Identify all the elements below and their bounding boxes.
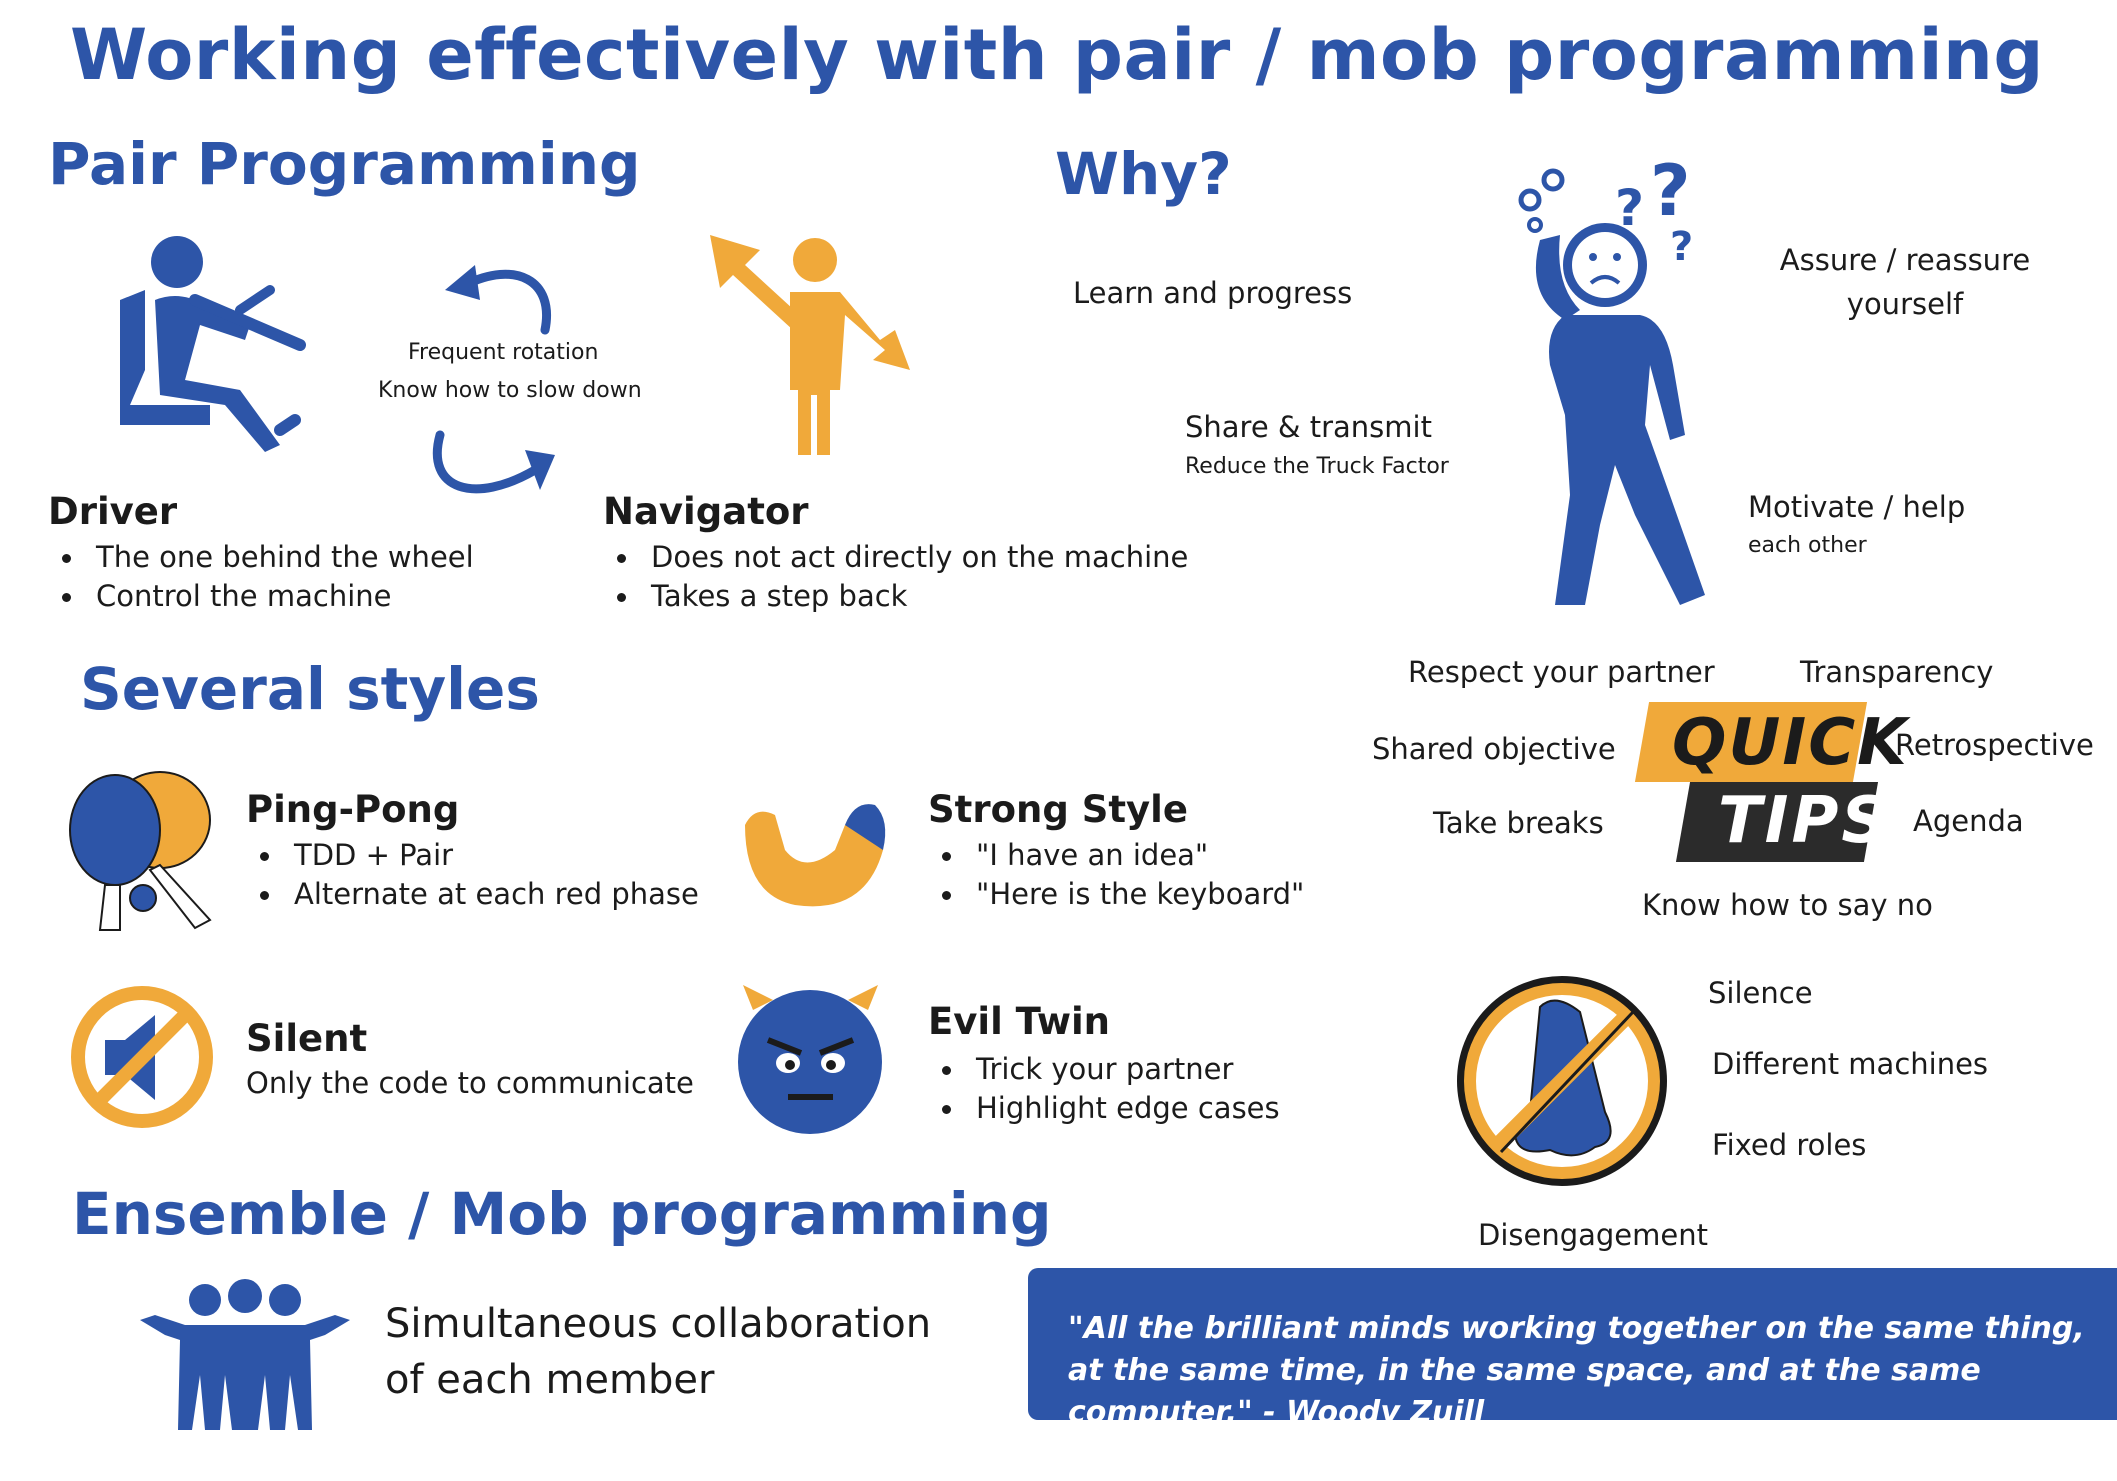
flexed-arm-icon <box>735 795 885 915</box>
tips-badge-text: TIPS <box>1718 784 1890 858</box>
mob-heading: Ensemble / Mob programming <box>72 1180 1052 1248</box>
list-item: "Here is the keyboard" <box>928 875 1304 914</box>
strong-title: Strong Style <box>928 788 1188 831</box>
quote-text: "All the brilliant minds working togethe… <box>1068 1308 2098 1434</box>
tip-respect: Respect your partner <box>1408 655 1715 689</box>
rotation-text-1: Frequent rotation <box>408 340 598 365</box>
tip-retro: Retrospective <box>1895 728 2094 762</box>
evil-title: Evil Twin <box>928 1000 1110 1043</box>
list-item: Trick your partner <box>928 1050 1280 1089</box>
navigator-list: Does not act directly on the machine Tak… <box>603 538 1188 616</box>
smell-machines: Different machines <box>1712 1047 1988 1081</box>
strong-list: "I have an idea" "Here is the keyboard" <box>928 836 1304 914</box>
no-nose-icon <box>1455 972 1670 1190</box>
group-of-people-icon <box>140 1280 350 1435</box>
silent-title: Silent <box>246 1017 367 1060</box>
styles-heading: Several styles <box>80 655 540 723</box>
smell-silence: Silence <box>1708 976 1813 1010</box>
mob-desc: Simultaneous collaboration of each membe… <box>385 1296 965 1408</box>
tip-transparency: Transparency <box>1800 655 1993 689</box>
driver-seat-icon <box>100 230 310 460</box>
rotation-arrow-bottom-icon <box>425 430 565 520</box>
driver-title: Driver <box>48 490 177 533</box>
muted-speaker-icon <box>70 985 215 1130</box>
list-item: Highlight edge cases <box>928 1089 1280 1128</box>
navigator-title: Navigator <box>603 490 809 533</box>
rotation-text-2: Know how to slow down <box>378 378 642 403</box>
tip-agenda: Agenda <box>1913 804 2024 838</box>
rotation-arrow-top-icon <box>425 250 565 340</box>
list-item: Control the machine <box>48 577 474 616</box>
pair-heading: Pair Programming <box>48 130 641 198</box>
why-assure: Assure / reassure yourself <box>1760 238 2050 326</box>
silent-desc: Only the code to communicate <box>246 1066 694 1100</box>
svg-text:?: ? <box>1670 224 1693 270</box>
svg-text:?: ? <box>1650 150 1691 232</box>
why-share-sub: Reduce the Truck Factor <box>1185 454 1449 479</box>
evil-list: Trick your partner Highlight edge cases <box>928 1050 1280 1128</box>
list-item: Alternate at each red phase <box>246 875 699 914</box>
list-item: Does not act directly on the machine <box>603 538 1188 577</box>
angry-devil-face-icon <box>733 985 888 1135</box>
tip-shared: Shared objective <box>1372 732 1616 766</box>
list-item: "I have an idea" <box>928 836 1304 875</box>
list-item: Takes a step back <box>603 577 1188 616</box>
pingpong-list: TDD + Pair Alternate at each red phase <box>246 836 699 914</box>
pingpong-title: Ping-Pong <box>246 788 459 831</box>
confused-person-icon: ? ? ? <box>1505 165 1745 625</box>
tip-breaks: Take breaks <box>1433 806 1604 840</box>
smell-roles: Fixed roles <box>1712 1128 1866 1162</box>
driver-list: The one behind the wheel Control the mac… <box>48 538 474 616</box>
tip-sayno: Know how to say no <box>1642 888 1933 922</box>
why-motivate: Motivate / help <box>1748 490 1965 524</box>
why-share: Share & transmit <box>1185 410 1432 444</box>
page-title: Working effectively with pair / mob prog… <box>70 14 2044 96</box>
why-learn: Learn and progress <box>1073 276 1352 310</box>
quick-badge-text: QUICK <box>1672 706 1909 780</box>
why-motivate-sub: each other <box>1748 533 1867 558</box>
ping-pong-paddles-icon <box>65 770 225 935</box>
navigator-pointing-icon <box>705 230 915 460</box>
smell-disengagement: Disengagement <box>1478 1218 1708 1252</box>
why-heading: Why? <box>1055 140 1232 208</box>
list-item: TDD + Pair <box>246 836 699 875</box>
list-item: The one behind the wheel <box>48 538 474 577</box>
